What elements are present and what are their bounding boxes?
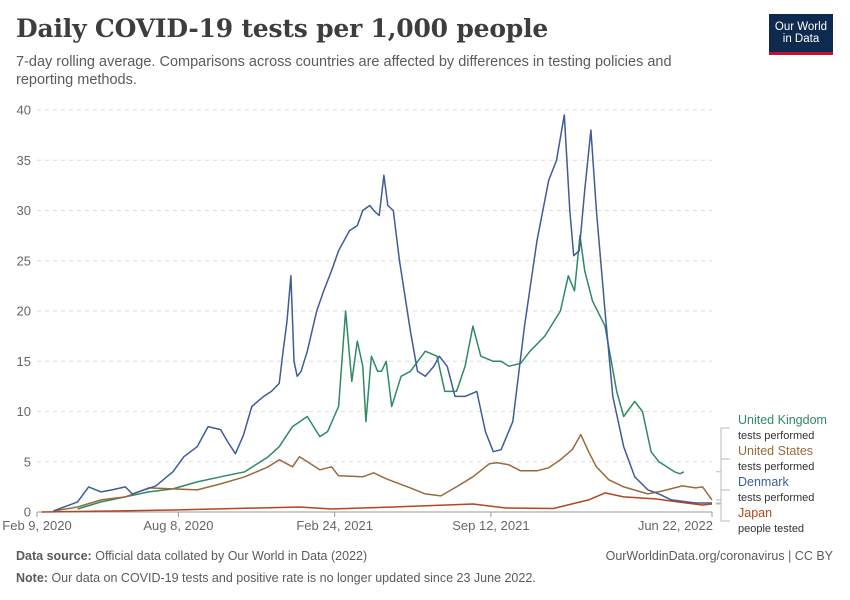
source-url-link[interactable]: OurWorldinData.org/coronavirus | CC BY <box>605 549 833 563</box>
y-tick-label: 15 <box>17 354 31 369</box>
logo-line-1: Our World <box>774 20 828 33</box>
y-tick-label: 30 <box>17 203 31 218</box>
y-tick-label: 5 <box>24 454 31 469</box>
y-tick-label: 0 <box>24 505 31 520</box>
note-label: Note: <box>16 571 48 585</box>
legend-sublabel-denmark: tests performed <box>738 492 814 504</box>
x-tick-label: Aug 8, 2020 <box>143 518 213 533</box>
y-tick-label: 25 <box>17 253 31 268</box>
y-tick-label: 20 <box>17 304 31 319</box>
note-text: Our data on COVID-19 tests and positive … <box>51 571 536 585</box>
legend-label-united-kingdom: United Kingdom <box>738 413 827 427</box>
series-line-united-states <box>53 433 713 512</box>
x-axis: Feb 9, 2020 Aug 8, 2020 Feb 24, 2021 Sep 12… <box>2 512 713 533</box>
series-line-denmark <box>53 114 712 512</box>
legend-sublabel-united-states: tests performed <box>738 461 814 473</box>
chart-title: Daily COVID-19 tests per 1,000 people <box>16 14 549 43</box>
legend-sublabel-united-kingdom: tests performed <box>738 430 814 442</box>
x-tick-label: Feb 9, 2020 <box>2 518 71 533</box>
x-tick-label: Sep 12, 2021 <box>452 518 529 533</box>
data-source-label: Data source: <box>16 549 92 563</box>
data-source: Data source: Official data collated by O… <box>16 549 367 563</box>
legend-connector-united-states <box>716 458 730 501</box>
legend: United Kingdom tests performed United Stat… <box>716 413 827 535</box>
owid-logo[interactable]: Our World in Data <box>769 14 833 55</box>
series-lines <box>41 114 713 513</box>
x-tick-label: Jun 22, 2022 <box>638 518 713 533</box>
data-source-text: Official data collated by Our World in D… <box>95 549 368 563</box>
legend-label-denmark: Denmark <box>738 475 789 489</box>
legend-connector-united-kingdom <box>716 427 730 473</box>
footnote: Note: Our data on COVID-19 tests and pos… <box>16 571 536 585</box>
gridlines <box>37 109 712 513</box>
x-tick-label: Feb 24, 2021 <box>296 518 373 533</box>
y-tick-label: 10 <box>17 404 31 419</box>
legend-sublabel-japan: people tested <box>738 523 804 535</box>
legend-label-japan: Japan <box>738 506 772 520</box>
legend-connector-japan <box>716 503 730 522</box>
series-line-united-kingdom <box>77 234 685 510</box>
legend-connector-denmark <box>716 489 730 504</box>
legend-label-united-states: United States <box>738 444 813 458</box>
y-tick-label: 35 <box>17 153 31 168</box>
y-axis: 0 5 10 15 20 25 30 35 40 <box>17 103 31 520</box>
y-tick-label: 40 <box>17 103 31 118</box>
chart-subtitle: 7-day rolling average. Comparisons acros… <box>16 54 672 88</box>
logo-line-2: in Data <box>782 33 820 45</box>
series-line-japan <box>41 492 713 513</box>
